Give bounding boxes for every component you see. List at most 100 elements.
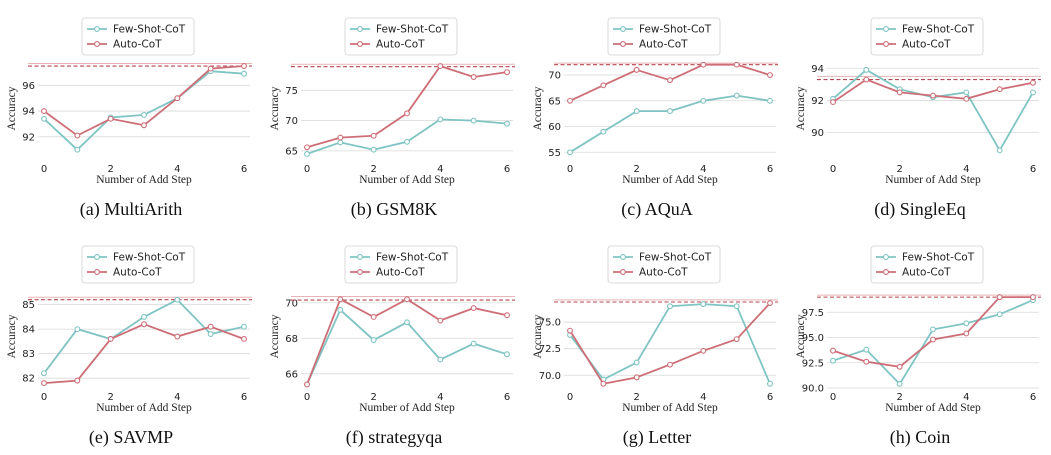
y-axis-label: Accuracy <box>269 314 281 358</box>
legend-box <box>81 245 195 284</box>
chart-svg: 92 94 96 0 2 4 6 Number of Add Step Accuracy Few-… <box>6 17 252 186</box>
chart-caption: (c) AQuA <box>621 199 693 219</box>
data-point <box>470 305 477 312</box>
data-point <box>600 128 607 135</box>
x-tick-label: 6 <box>1030 164 1036 175</box>
data-point <box>700 97 707 104</box>
data-point <box>600 380 607 387</box>
data-point <box>404 138 410 145</box>
data-point <box>930 326 936 333</box>
chart-panel: 66 68 70 0 2 4 6 Number of Add Step Accuracy Few-… <box>263 228 525 455</box>
legend-label: Few-Shot-CoT <box>113 24 186 36</box>
y-tick-label: 95.0 <box>802 333 824 344</box>
series-line <box>569 303 771 385</box>
x-tick-label: 6 <box>767 164 773 175</box>
data-point <box>74 326 81 333</box>
y-tick-label: 92 <box>22 132 35 143</box>
data-point <box>504 69 510 76</box>
y-axis-label: Accuracy <box>6 314 18 358</box>
x-tick-label: 2 <box>107 164 113 175</box>
x-axis-label: Number of Add Step <box>622 402 718 414</box>
y-axis-label: Accuracy <box>795 314 807 358</box>
data-point <box>370 146 377 153</box>
data-point <box>241 323 247 330</box>
chart-caption: (e) SAVMP <box>88 427 174 447</box>
data-point <box>337 296 344 303</box>
data-point <box>700 61 707 68</box>
data-point <box>504 120 510 127</box>
x-tick-label: 2 <box>896 164 902 175</box>
legend-swatch-marker <box>357 269 363 275</box>
data-point <box>41 115 47 122</box>
data-point <box>633 66 640 73</box>
data-point <box>141 313 147 320</box>
chart-panel: 92 94 96 0 2 4 6 Number of Add Step Accuracy Few-… <box>0 0 262 227</box>
x-tick-label: 2 <box>370 164 376 175</box>
data-point <box>337 134 344 141</box>
data-point <box>700 301 707 308</box>
legend-box <box>870 17 984 56</box>
legend-box <box>344 245 458 284</box>
chart-caption: (g) Letter <box>622 427 692 447</box>
x-tick-label: 4 <box>700 164 706 175</box>
data-point <box>667 77 673 84</box>
data-point <box>1030 294 1036 301</box>
series-line <box>569 94 771 154</box>
data-point <box>633 359 640 366</box>
chart-panel: 90.0 92.5 95.0 97.5 0 2 4 6 Number of Add Step Ac… <box>789 228 1051 455</box>
x-tick-label: 4 <box>437 164 443 175</box>
data-point <box>207 323 214 330</box>
data-point <box>863 358 870 365</box>
x-tick-label: 4 <box>700 392 706 403</box>
data-point <box>74 146 81 153</box>
x-axis-label: Number of Add Step <box>96 174 192 186</box>
data-point <box>963 330 970 337</box>
data-point <box>207 331 214 337</box>
data-point <box>41 380 47 387</box>
chart-svg: 66 68 70 0 2 4 6 Number of Add Step Accuracy Few-… <box>269 245 515 414</box>
legend-label: Auto-CoT <box>902 39 951 51</box>
data-point <box>107 115 114 122</box>
y-axis-label: Accuracy <box>532 314 544 358</box>
x-tick-label: 0 <box>567 164 573 175</box>
y-tick-label: 60 <box>548 122 561 133</box>
x-axis-label: Number of Add Step <box>96 402 192 414</box>
legend-swatch-marker <box>620 41 626 47</box>
legend-label: Auto-CoT <box>376 267 425 279</box>
y-tick-label: 92 <box>811 96 824 107</box>
legend-label: Auto-CoT <box>113 39 162 51</box>
chart-svg: 70.0 72.5 75.0 0 2 4 6 Number of Add Step Accura… <box>532 245 778 414</box>
chart-panel: 82 83 84 85 0 2 4 6 Number of Add Step Accuracy Fe… <box>0 228 262 455</box>
data-point <box>174 296 181 303</box>
y-tick-label: 75 <box>285 86 298 97</box>
legend-label: Few-Shot-CoT <box>376 24 449 36</box>
data-point <box>963 95 970 102</box>
data-point <box>996 294 1003 301</box>
x-tick-label: 0 <box>41 164 47 175</box>
data-point <box>41 370 47 377</box>
x-tick-label: 2 <box>633 392 639 403</box>
data-point <box>767 300 773 307</box>
legend-swatch-marker <box>883 269 889 275</box>
data-point <box>767 72 773 78</box>
x-tick-label: 4 <box>963 392 969 403</box>
data-point <box>41 108 47 115</box>
data-point <box>863 66 870 73</box>
data-point <box>370 132 377 139</box>
y-axis-label: Accuracy <box>6 86 18 130</box>
y-tick-label: 92.5 <box>802 358 824 369</box>
x-tick-label: 0 <box>830 392 836 403</box>
data-point <box>404 319 410 326</box>
legend-label: Few-Shot-CoT <box>639 252 712 264</box>
y-tick-label: 70 <box>285 116 298 127</box>
data-point <box>930 336 936 343</box>
data-point <box>667 108 673 115</box>
y-tick-label: 65 <box>285 146 298 157</box>
x-tick-label: 6 <box>241 392 247 403</box>
data-point <box>733 92 740 99</box>
x-tick-label: 4 <box>963 164 969 175</box>
data-point <box>896 89 903 96</box>
data-point <box>767 380 773 387</box>
x-tick-label: 4 <box>174 164 180 175</box>
data-point <box>1030 89 1036 96</box>
